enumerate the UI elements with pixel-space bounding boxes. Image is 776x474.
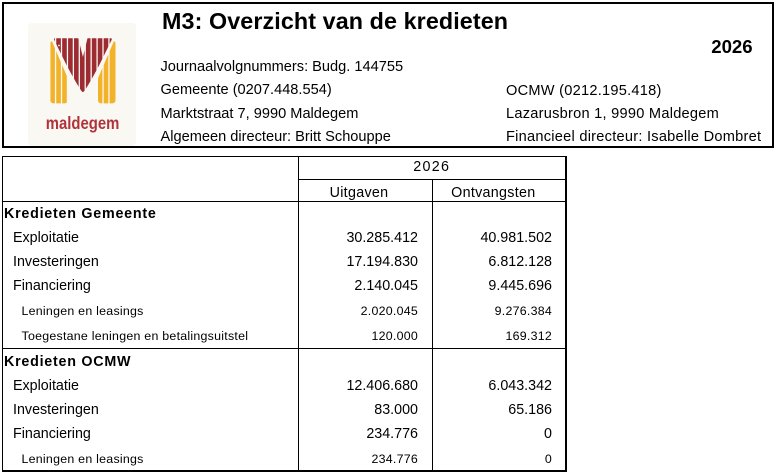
svg-text:maldegem: maldegem	[46, 113, 120, 133]
